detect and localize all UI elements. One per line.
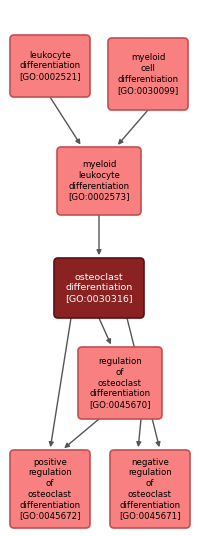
FancyBboxPatch shape [10,450,90,528]
Text: regulation
of
osteoclast
differentiation
[GO:0045670]: regulation of osteoclast differentiation… [89,357,151,409]
Text: leukocyte
differentiation
[GO:0002521]: leukocyte differentiation [GO:0002521] [19,51,81,81]
Text: negative
regulation
of
osteoclast
differentiation
[GO:0045671]: negative regulation of osteoclast differ… [119,458,181,520]
Text: osteoclast
differentiation
[GO:0030316]: osteoclast differentiation [GO:0030316] [65,273,133,303]
Text: myeloid
leukocyte
differentiation
[GO:0002573]: myeloid leukocyte differentiation [GO:00… [68,160,130,202]
FancyBboxPatch shape [78,347,162,419]
FancyBboxPatch shape [108,38,188,110]
FancyBboxPatch shape [10,35,90,97]
Text: positive
regulation
of
osteoclast
differentiation
[GO:0045672]: positive regulation of osteoclast differ… [19,458,81,520]
FancyBboxPatch shape [54,258,144,318]
Text: myeloid
cell
differentiation
[GO:0030099]: myeloid cell differentiation [GO:0030099… [117,54,179,95]
FancyBboxPatch shape [110,450,190,528]
FancyBboxPatch shape [57,147,141,215]
